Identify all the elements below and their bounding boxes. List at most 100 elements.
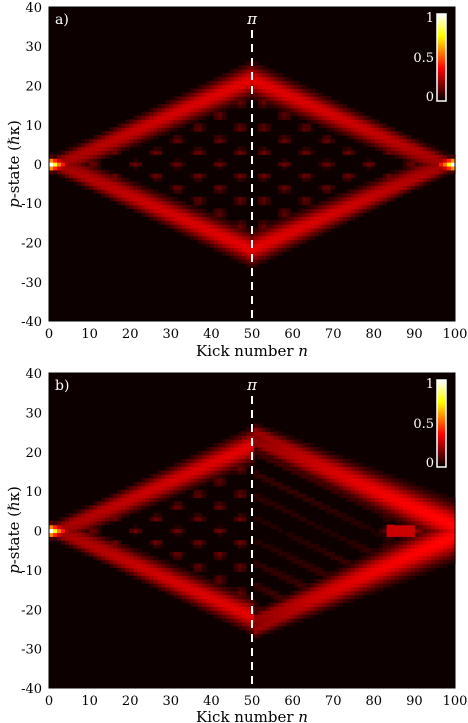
heatmap-cell-b <box>322 462 327 467</box>
heatmap-cell-a <box>81 169 86 175</box>
heatmap-cell-a <box>233 239 239 245</box>
heatmap-cell-b <box>370 575 376 580</box>
heatmap-cell-a <box>266 103 271 109</box>
heatmap-cell-a <box>310 235 315 241</box>
heatmap-cell-a <box>282 227 287 233</box>
heatmap-cell-a <box>229 92 235 97</box>
heatmap-cell-a <box>374 196 380 202</box>
heatmap-cell-a <box>254 262 259 268</box>
heatmap-cell-b <box>390 474 396 479</box>
heatmap-cell-b <box>125 551 130 557</box>
heatmap-cell-a <box>209 107 215 113</box>
heatmap-cell-b <box>93 524 98 530</box>
heatmap-cell-a <box>241 173 247 179</box>
heatmap-cell-b <box>173 481 179 487</box>
heatmap-cell-b <box>318 446 323 452</box>
heatmap-cell-b <box>69 516 74 522</box>
heatmap-cell-a <box>213 92 219 97</box>
heatmap-cell-b <box>65 520 70 526</box>
heatmap-cell-a <box>294 111 299 117</box>
heatmap-cell-b <box>258 583 263 588</box>
heatmap-cell-b <box>153 481 159 487</box>
heatmap-cell-a <box>109 131 114 136</box>
heatmap-cell-a <box>262 76 267 82</box>
heatmap-cell-a <box>358 123 364 128</box>
heatmap-cell-b <box>197 575 203 580</box>
heatmap-cell-b <box>298 610 303 615</box>
heatmap-cell-a <box>101 146 106 152</box>
heatmap-cell-a <box>153 212 159 217</box>
heatmap-cell-a <box>434 173 440 179</box>
heatmap-cell-b <box>225 602 231 607</box>
heatmap-cell-b <box>362 571 368 576</box>
heatmap-cell-a <box>326 103 331 109</box>
heatmap-cell-b <box>314 501 319 506</box>
heatmap-cell-a <box>77 181 82 186</box>
heatmap-cell-b <box>394 579 400 584</box>
heatmap-cell-b <box>258 443 263 448</box>
heatmap-cell-b <box>334 598 340 604</box>
heatmap-cell-a <box>358 208 364 214</box>
heatmap-cell-b <box>282 610 287 615</box>
x-tick-label-b-1: 10 <box>81 694 98 709</box>
heatmap-cell-b <box>185 590 191 596</box>
heatmap-cell-a <box>221 189 227 194</box>
heatmap-cell-b <box>326 454 331 460</box>
heatmap-cell-a <box>422 162 428 167</box>
heatmap-cell-b <box>270 524 275 530</box>
heatmap-cell-a <box>201 200 207 206</box>
heatmap-cell-b <box>418 551 424 557</box>
heatmap-cell-a <box>374 204 380 210</box>
heatmap-cell-a <box>185 216 191 221</box>
heatmap-cell-b <box>418 509 424 514</box>
heatmap-cell-b <box>398 516 404 522</box>
heatmap-cell-b <box>145 485 151 491</box>
heatmap-cell-a <box>434 162 440 167</box>
heatmap-cell-b <box>318 579 323 584</box>
heatmap-cell-a <box>193 96 199 101</box>
heatmap-cell-a <box>346 208 352 214</box>
heatmap-cell-a <box>153 134 159 140</box>
heatmap-cell-b <box>197 602 203 607</box>
heatmap-cell-b <box>278 618 283 623</box>
heatmap-cell-b <box>290 594 295 600</box>
heatmap-cell-b <box>378 489 384 495</box>
heatmap-cell-b <box>249 614 255 619</box>
heatmap-cell-b <box>101 513 106 518</box>
heatmap-cell-b <box>177 575 183 580</box>
heatmap-cell-b <box>310 594 315 600</box>
heatmap-cell-b <box>318 450 323 456</box>
heatmap-cell-a <box>213 243 219 248</box>
heatmap-cell-a <box>101 131 106 136</box>
heatmap-cell-b <box>245 446 251 452</box>
heatmap-cell-a <box>81 173 86 179</box>
heatmap-cell-b <box>346 563 352 569</box>
heatmap-cell-a <box>113 134 118 140</box>
heatmap-cell-a <box>278 224 283 229</box>
heatmap-cell-b <box>418 540 424 545</box>
heatmap-cell-b <box>282 618 287 623</box>
heatmap-cell-b <box>370 548 376 553</box>
heatmap-cell-a <box>262 243 267 248</box>
heatmap-cell-a <box>241 200 247 206</box>
heatmap-cell-b <box>225 618 231 623</box>
heatmap-cell-b <box>221 505 227 510</box>
heatmap-cell-b <box>209 458 215 464</box>
colorbar-tick-a-0: 1 <box>426 11 434 26</box>
heatmap-cell-a <box>402 181 408 186</box>
heatmap-cell-a <box>117 127 122 132</box>
heatmap-cell-b <box>418 528 424 534</box>
heatmap-cell-b <box>254 439 259 444</box>
heatmap-cell-a <box>117 193 122 198</box>
heatmap-cell-b <box>402 563 408 569</box>
heatmap-cell-a <box>294 96 299 101</box>
heatmap-cell-a <box>338 103 344 109</box>
heatmap-cell-b <box>342 493 348 499</box>
heatmap-cell-b <box>402 571 408 576</box>
heatmap-cell-a <box>213 111 219 117</box>
heatmap-cell-a <box>342 111 348 117</box>
heatmap-cell-b <box>177 567 183 572</box>
heatmap-cell-b <box>270 427 275 432</box>
heatmap-cell-a <box>177 208 183 214</box>
heatmap-cell-a <box>217 138 223 144</box>
